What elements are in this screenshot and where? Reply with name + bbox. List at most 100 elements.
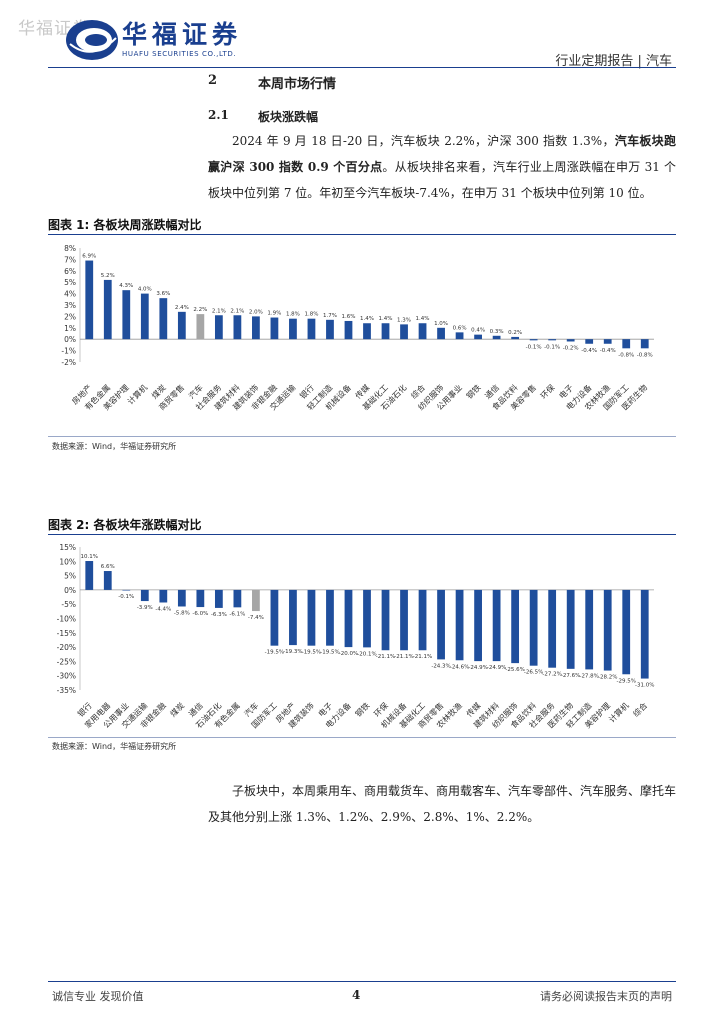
bar (529, 339, 538, 341)
bar-value-label: -19.5% (265, 650, 284, 656)
bar (622, 589, 631, 675)
y-tick-label: 0% (64, 586, 76, 595)
figure2-top-rule (48, 534, 676, 535)
bar (603, 589, 612, 671)
bar-value-label: 0.2% (508, 330, 522, 336)
bar-value-label: -27.8% (579, 673, 598, 679)
bar (603, 339, 612, 344)
bar-value-label: 2.4% (175, 305, 189, 311)
footer-disclaimer: 请务必阅读报告末页的声明 (540, 990, 672, 1003)
y-tick-label: 5% (64, 278, 76, 287)
bar (511, 336, 520, 340)
bar (103, 279, 112, 340)
bar (585, 589, 594, 670)
footer-divider (48, 981, 676, 982)
bar-value-label: 0.4% (471, 328, 485, 334)
bar (103, 571, 112, 590)
y-tick-label: 15% (59, 543, 76, 552)
bar-value-label: -0.8% (637, 352, 653, 358)
bar (122, 589, 131, 591)
bar-value-label: -20.1% (357, 651, 376, 657)
sub-sector-paragraph: 子板块中，本周乘用车、商用载货车、商用载客车、汽车零部件、汽车服务、摩托车及其他… (208, 784, 677, 824)
bar-value-label: 1.8% (304, 312, 318, 318)
bar-value-label: -19.5% (320, 650, 339, 656)
bar-value-label: -27.6% (561, 673, 580, 679)
bar-value-label: -20.0% (339, 651, 358, 657)
y-tick-label: -1% (61, 347, 76, 356)
category-label: 钢铁 (464, 382, 482, 400)
y-tick-label: -10% (57, 615, 76, 624)
bar-value-label: 1.4% (360, 316, 374, 322)
bar (326, 589, 334, 646)
bar-value-label: -21.1% (376, 654, 395, 660)
bar (492, 335, 501, 340)
y-tick-label: 4% (64, 290, 76, 299)
category-label: 环保 (538, 382, 556, 400)
report-type: 行业定期报告 | 汽车 (555, 54, 672, 69)
bar-value-label: -4.4% (155, 606, 171, 612)
bar (233, 315, 242, 340)
section-title: 本周市场行情 (258, 77, 337, 92)
category-label: 计算机 (125, 382, 149, 406)
bar-value-label: 4.0% (138, 287, 152, 293)
bar-value-label: -0.1% (526, 344, 542, 350)
bar-value-label: 1.8% (286, 312, 300, 318)
summary-bold-text: 汽车板块跑赢沪深 300 指数 0.9 个百分点 (208, 134, 676, 174)
bar-value-label: -24.9% (468, 665, 487, 671)
bar (640, 589, 649, 679)
figure2-source: 数据来源：Wind，华福证券研究所 (52, 742, 177, 751)
bar-value-label: 1.0% (434, 321, 448, 327)
bar-value-label: -26.5% (524, 670, 543, 676)
page-number: 4 (352, 988, 361, 1002)
bar-value-label: 1.4% (416, 316, 430, 322)
bar (85, 561, 94, 590)
bar (214, 589, 223, 608)
bar (455, 589, 464, 661)
figure1-source: 数据来源：Wind，华福证券研究所 (52, 442, 177, 451)
bar (474, 589, 482, 662)
bar (252, 589, 260, 612)
bar-value-label: -21.1% (413, 654, 432, 660)
bar-value-label: 3.6% (156, 291, 170, 297)
huafu-logo-icon (66, 20, 118, 60)
bar-value-label: -19.5% (302, 650, 321, 656)
bar (381, 323, 390, 340)
bar-value-label: 6.9% (82, 254, 96, 260)
bar (363, 589, 371, 648)
category-label: 钢铁 (353, 700, 371, 718)
bar-value-label: 1.3% (397, 317, 411, 323)
market-summary-paragraph: 2024 年 9 月 18 日-20 日，汽车板块 2.2%，沪深 300 指数… (208, 128, 676, 206)
logo-chinese-name: 华福证券 (122, 20, 243, 49)
bar (307, 318, 316, 340)
bar-value-label: -6.3% (211, 612, 227, 618)
category-label: 计算机 (607, 700, 631, 724)
bar (566, 339, 575, 342)
bar (455, 332, 464, 340)
bar-value-label: 1.7% (323, 313, 337, 319)
figure2-bottom-rule (48, 737, 676, 738)
bar-value-label: 2.2% (193, 307, 207, 313)
figure1-top-rule (48, 234, 676, 235)
y-tick-label: -30% (57, 672, 76, 681)
bar (140, 589, 149, 602)
bar-value-label: -5.8% (174, 610, 190, 616)
bar-value-label: -6.1% (229, 611, 245, 617)
y-tick-label: 7% (64, 255, 76, 264)
category-label: 煤炭 (168, 700, 186, 718)
bar-value-label: -27.2% (542, 672, 561, 678)
bar-value-label: -6.0% (192, 611, 208, 617)
bar-value-label: 6.6% (101, 564, 115, 570)
bar-value-label: -0.8% (618, 352, 634, 358)
bar-value-label: -0.4% (600, 348, 616, 354)
bar-value-label: -28.2% (598, 675, 617, 681)
bar-value-label: -21.1% (394, 654, 413, 660)
bar (437, 589, 445, 660)
bar-value-label: 2.0% (249, 309, 263, 315)
bar (566, 589, 575, 669)
y-tick-label: 5% (64, 572, 76, 581)
bar (381, 589, 390, 651)
bar (344, 320, 353, 340)
bar (548, 589, 557, 668)
summary-text-1: 2024 年 9 月 18 日-20 日，汽车板块 2.2%，沪深 300 指数… (232, 134, 615, 148)
bar (159, 298, 168, 340)
